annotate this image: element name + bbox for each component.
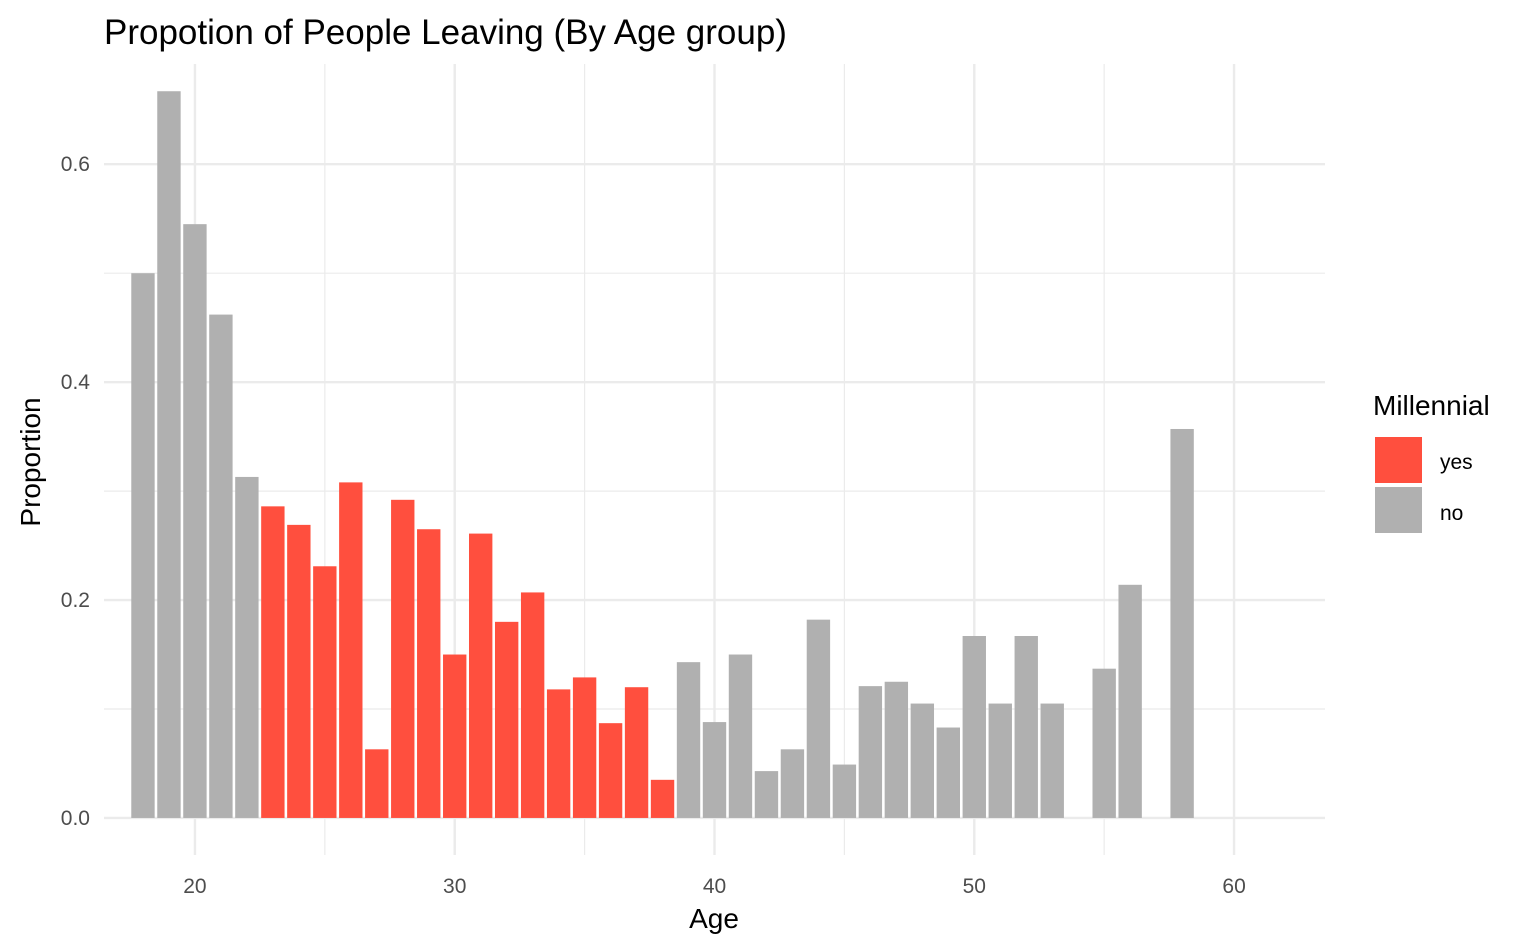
- bar-no-age-21: [209, 314, 233, 818]
- bar-no-age-20: [183, 224, 207, 818]
- bar-yes-age-24: [287, 524, 311, 818]
- bar-no-age-18: [131, 273, 155, 818]
- bar-yes-age-31: [469, 533, 493, 818]
- bar-yes-age-27: [365, 749, 389, 818]
- legend-label-no: no: [1440, 502, 1463, 525]
- bar-yes-age-37: [624, 687, 649, 818]
- legend-swatch-yes: [1375, 437, 1422, 483]
- bar-yes-age-36: [598, 723, 623, 818]
- bar-no-age-52: [1014, 636, 1038, 818]
- x-tick-label: 20: [183, 875, 206, 898]
- bar-no-age-43: [780, 749, 805, 818]
- legend-label-yes: yes: [1440, 451, 1473, 474]
- bars: [131, 91, 1194, 818]
- y-tick-label: 0.6: [61, 153, 90, 176]
- bar-no-age-58: [1170, 428, 1194, 818]
- bar-yes-age-25: [313, 566, 337, 818]
- y-axis-title: Proportion: [15, 397, 46, 526]
- bar-yes-age-34: [546, 689, 571, 818]
- chart-title: Propotion of People Leaving (By Age grou…: [104, 13, 787, 52]
- x-tick-label: 60: [1222, 875, 1245, 898]
- bar-no-age-41: [728, 654, 753, 818]
- bar-no-age-19: [157, 91, 181, 818]
- bar-no-age-22: [235, 476, 259, 818]
- bar-no-age-40: [702, 722, 727, 818]
- legend: Millennial yes no: [1373, 390, 1490, 533]
- bar-no-age-47: [884, 681, 909, 818]
- bar-yes-age-23: [261, 506, 285, 818]
- bar-yes-age-32: [494, 621, 519, 818]
- bar-no-age-46: [858, 686, 883, 818]
- bar-no-age-49: [936, 727, 960, 818]
- legend-swatch-no: [1375, 487, 1422, 533]
- bar-no-age-44: [806, 619, 831, 818]
- bar-no-age-48: [910, 703, 935, 818]
- y-tick-label: 0.0: [61, 807, 90, 830]
- y-tick-label: 0.4: [61, 371, 91, 394]
- bar-no-age-51: [988, 703, 1012, 818]
- bar-no-age-56: [1118, 584, 1142, 818]
- legend-title: Millennial: [1373, 390, 1490, 421]
- bar-yes-age-35: [572, 677, 597, 818]
- bar-no-age-45: [832, 764, 857, 818]
- bar-yes-age-30: [443, 654, 467, 818]
- x-tick-label: 50: [963, 875, 986, 898]
- x-tick-label: 40: [703, 875, 726, 898]
- x-tick-label: 30: [443, 875, 466, 898]
- y-axis-ticks: 0.0 0.2 0.4 0.6: [61, 153, 91, 830]
- bar-no-age-55: [1092, 668, 1116, 818]
- bar-no-age-42: [754, 771, 779, 818]
- x-axis-title: Age: [689, 903, 739, 934]
- x-axis-ticks: 20 30 40 50 60: [183, 875, 1246, 898]
- y-tick-label: 0.2: [61, 589, 90, 612]
- bar-yes-age-29: [417, 529, 441, 818]
- bar-yes-age-33: [520, 592, 545, 818]
- bar-no-age-50: [962, 636, 986, 818]
- bar-no-age-53: [1040, 703, 1064, 818]
- bar-yes-age-38: [650, 779, 675, 818]
- bar-no-age-39: [676, 662, 701, 818]
- bar-yes-age-26: [339, 482, 363, 818]
- bar-yes-age-28: [391, 499, 415, 818]
